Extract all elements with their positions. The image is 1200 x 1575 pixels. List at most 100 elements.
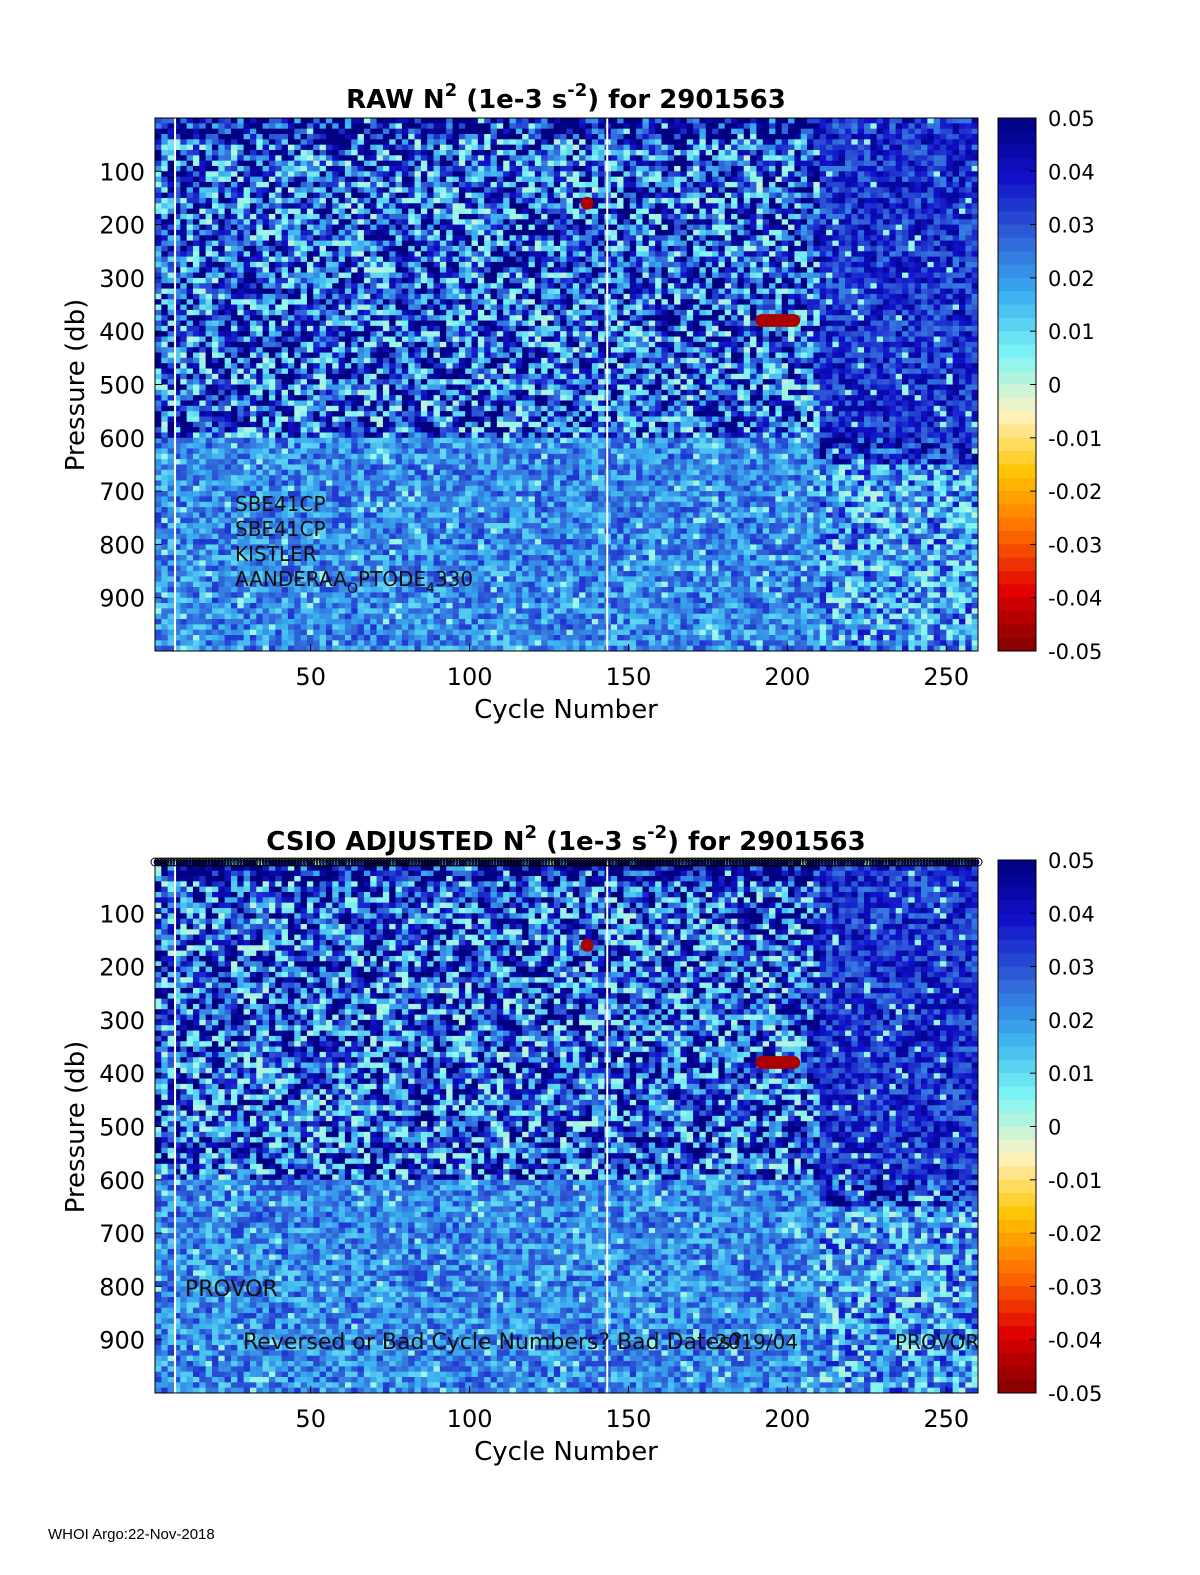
- heatmap-cell: [465, 411, 473, 417]
- heatmap-cell: [313, 635, 321, 641]
- heatmap-cell: [338, 315, 346, 322]
- heatmap-cell: [173, 443, 181, 449]
- heatmap-cell: [300, 118, 308, 124]
- heatmap-cell: [439, 379, 447, 385]
- heatmap-cell: [155, 304, 162, 311]
- heatmap-cell: [427, 235, 435, 242]
- heatmap-cell: [465, 208, 473, 215]
- heatmap-cell: [192, 453, 200, 460]
- heatmap-cell: [155, 213, 162, 220]
- heatmap-cell: [401, 235, 409, 242]
- heatmap-cell: [211, 459, 219, 465]
- heatmap-cell: [363, 571, 371, 577]
- heatmap-cell: [300, 373, 308, 380]
- heatmap-cell: [211, 416, 219, 423]
- heatmap-cell: [420, 347, 428, 354]
- heatmap-cell: [427, 448, 435, 455]
- heatmap-cell: [344, 635, 352, 641]
- heatmap-cell: [262, 421, 270, 428]
- heatmap-cell: [287, 624, 295, 631]
- heatmap-cell: [319, 592, 327, 599]
- heatmap-cell: [313, 165, 321, 172]
- heatmap-cell: [268, 251, 276, 258]
- heatmap-cell: [452, 347, 460, 354]
- heatmap-cell: [268, 197, 276, 204]
- heatmap-cell: [192, 581, 200, 588]
- heatmap-cell: [192, 155, 200, 162]
- heatmap-cell: [256, 565, 264, 572]
- heatmap-cell: [376, 485, 384, 492]
- heatmap-cell: [433, 325, 441, 332]
- heatmap-cell: [376, 208, 384, 215]
- heatmap-cell: [256, 373, 264, 380]
- heatmap-cell: [262, 363, 270, 370]
- heatmap-cell: [414, 139, 422, 146]
- heatmap-cell: [389, 181, 397, 188]
- heatmap-cell: [161, 427, 169, 433]
- heatmap-cell: [363, 560, 371, 567]
- heatmap-cell: [458, 432, 466, 439]
- heatmap-cell: [161, 299, 169, 306]
- heatmap-cell: [344, 512, 352, 519]
- heatmap-cell: [281, 235, 289, 242]
- heatmap-cell: [287, 171, 295, 178]
- heatmap-cell: [325, 619, 333, 625]
- heatmap-cell: [155, 219, 162, 226]
- heatmap-cell: [281, 587, 289, 593]
- heatmap-cell: [300, 128, 308, 135]
- heatmap-cell: [351, 405, 359, 412]
- heatmap-cell: [439, 363, 447, 370]
- heatmap-cell: [439, 432, 447, 439]
- heatmap-cell: [173, 427, 181, 433]
- heatmap-cell: [357, 304, 365, 311]
- heatmap-cell: [230, 245, 238, 252]
- heatmap-cell: [306, 165, 314, 172]
- heatmap-cell: [452, 517, 460, 524]
- heatmap-cell: [370, 469, 378, 476]
- heatmap-cell: [167, 155, 175, 162]
- heatmap-cell: [300, 229, 308, 236]
- heatmap-cell: [382, 187, 390, 194]
- heatmap-cell: [199, 176, 207, 183]
- heatmap-cell: [395, 144, 403, 151]
- heatmap-cell: [199, 144, 207, 151]
- heatmap-cell: [408, 443, 416, 449]
- heatmap-cell: [357, 597, 365, 604]
- heatmap-cell: [180, 197, 188, 204]
- heatmap-cell: [249, 363, 257, 370]
- heatmap-cell: [275, 443, 283, 449]
- heatmap-cell: [319, 459, 327, 465]
- heatmap-cell: [414, 576, 422, 583]
- heatmap-cell: [243, 619, 251, 625]
- heatmap-cell: [256, 624, 264, 631]
- heatmap-cell: [161, 272, 169, 279]
- heatmap-cell: [357, 379, 365, 385]
- heatmap-cell: [192, 640, 200, 647]
- heatmap-cell: [363, 400, 371, 407]
- heatmap-cell: [306, 304, 314, 311]
- heatmap-cell: [427, 389, 435, 396]
- heatmap-cell: [376, 155, 384, 162]
- heatmap-cell: [357, 267, 365, 274]
- heatmap-cell: [161, 213, 169, 220]
- heatmap-cell: [325, 571, 333, 577]
- heatmap-cell: [344, 325, 352, 332]
- heatmap-cell: [300, 405, 308, 412]
- heatmap-cell: [414, 645, 422, 652]
- heatmap-cell: [268, 517, 276, 524]
- heatmap-cell: [351, 645, 359, 652]
- heatmap-cell: [458, 320, 466, 327]
- heatmap-cell: [427, 325, 435, 332]
- heatmap-cell: [180, 395, 188, 401]
- heatmap-cell: [414, 256, 422, 263]
- heatmap-cell: [427, 613, 435, 620]
- heatmap-cell: [401, 613, 409, 620]
- heatmap-cell: [414, 235, 422, 242]
- heatmap-cell: [401, 261, 409, 268]
- heatmap-cell: [332, 309, 340, 316]
- heatmap-cell: [414, 539, 422, 545]
- heatmap-cell: [224, 603, 232, 609]
- heatmap-cell: [458, 485, 466, 492]
- heatmap-cell: [155, 389, 162, 396]
- heatmap-cell: [357, 368, 365, 375]
